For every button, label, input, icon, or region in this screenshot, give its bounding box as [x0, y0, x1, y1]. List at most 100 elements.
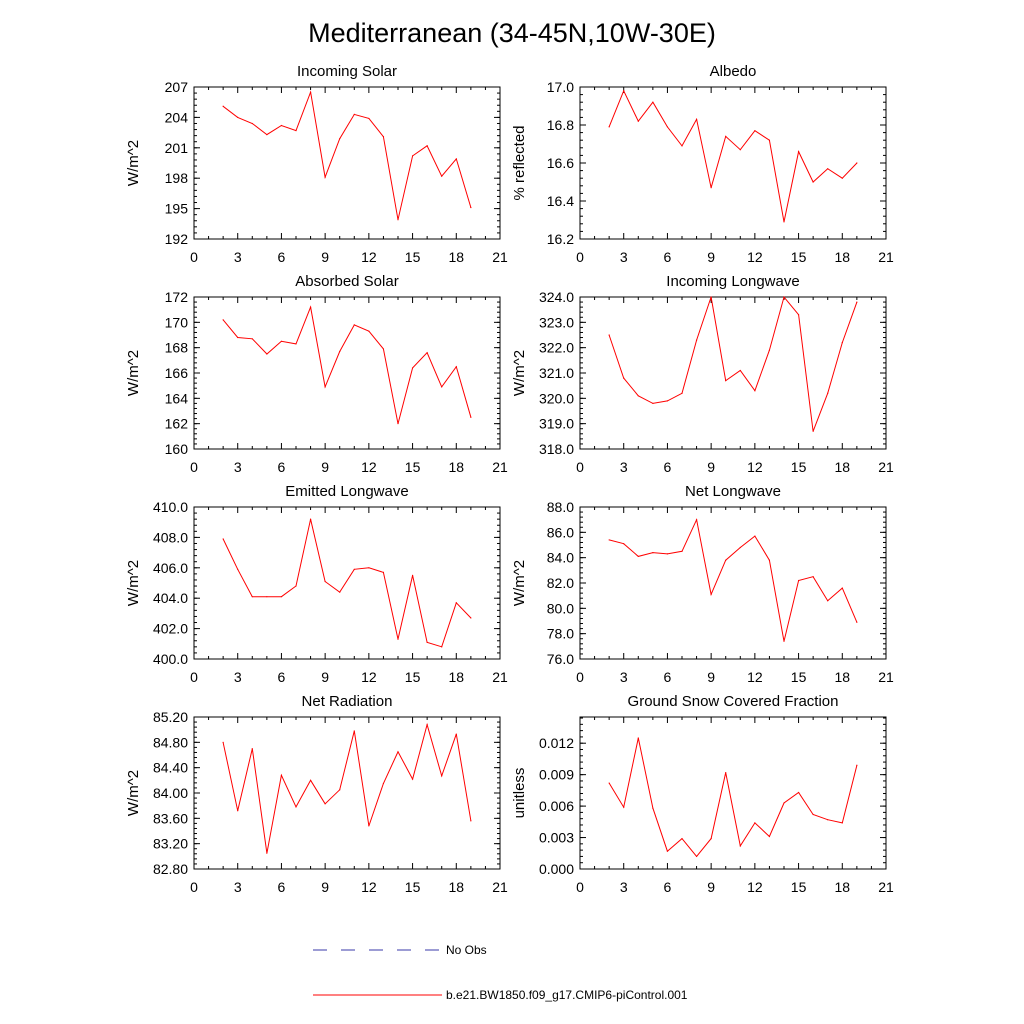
data-point	[324, 386, 326, 388]
data-point	[368, 117, 370, 120]
y-axis-label: W/m^2	[125, 350, 142, 396]
y-tick-label: 168	[165, 340, 189, 356]
data-point	[608, 126, 610, 128]
data-point	[280, 596, 283, 598]
data-point	[695, 339, 698, 341]
data-point	[725, 380, 727, 382]
data-point	[652, 807, 654, 809]
y-tick-label: 83.20	[153, 836, 188, 852]
x-tick-label: 18	[834, 249, 850, 265]
data-point	[368, 330, 370, 332]
data-point	[768, 559, 771, 561]
y-tick-label: 207	[165, 79, 189, 95]
data-point	[382, 136, 385, 138]
y-tick-label: 400.0	[153, 651, 188, 667]
legend: No Obs b.e21.BW1850.f09_g17.CMIP6-piCont…	[313, 943, 688, 1002]
y-tick-label: 406.0	[153, 560, 188, 576]
y-tick-label: 0.003	[539, 830, 574, 846]
data-point	[426, 641, 428, 643]
x-tick-label: 0	[190, 459, 198, 475]
data-point	[739, 369, 741, 372]
data-point	[324, 803, 326, 805]
y-tick-label: 85.20	[153, 709, 188, 725]
x-tick-label: 6	[664, 459, 672, 475]
y-tick-label: 322.0	[539, 340, 574, 356]
data-point	[382, 571, 385, 573]
panel-title: Albedo	[710, 63, 757, 80]
data-point	[637, 120, 639, 122]
data-point	[324, 580, 326, 583]
data-point	[397, 219, 399, 221]
y-tick-label: 82.0	[547, 575, 574, 591]
data-point	[368, 825, 370, 827]
data-point	[666, 400, 669, 402]
data-point	[397, 751, 399, 753]
x-tick-label: 9	[321, 459, 329, 475]
data-point	[739, 149, 741, 151]
data-point	[608, 782, 610, 784]
data-point	[280, 340, 283, 342]
x-tick-label: 9	[707, 879, 715, 895]
panel-2: Absorbed Solar W/m^2 0 3 6 9 12 15 18 21 160 162 164…	[125, 273, 508, 475]
x-tick-label: 15	[405, 249, 421, 265]
x-tick-label: 12	[361, 459, 377, 475]
y-tick-label: 16.4	[547, 193, 574, 209]
data-point	[222, 319, 224, 321]
data-point	[768, 139, 771, 141]
data-point	[455, 733, 457, 735]
plot-frame	[193, 296, 501, 450]
data-point	[353, 113, 355, 115]
x-tick-label: 18	[448, 879, 464, 895]
data-point	[608, 539, 610, 541]
data-point	[783, 296, 785, 298]
y-tick-label: 84.80	[153, 734, 188, 750]
x-tick-label: 9	[707, 249, 715, 265]
data-point	[695, 519, 698, 521]
x-tick-label: 15	[791, 669, 807, 685]
data-point	[222, 741, 224, 743]
x-tick-label: 0	[190, 669, 198, 685]
x-tick-label: 21	[878, 459, 894, 475]
data-point	[797, 579, 800, 582]
x-tick-label: 12	[747, 879, 763, 895]
x-tick-label: 18	[448, 249, 464, 265]
data-point	[827, 819, 829, 821]
legend-obs-label: No Obs	[446, 943, 487, 957]
x-tick-label: 12	[747, 669, 763, 685]
data-point	[324, 176, 326, 178]
data-point	[725, 559, 727, 561]
data-point	[637, 737, 639, 739]
data-point	[841, 587, 843, 589]
y-tick-label: 166	[165, 365, 189, 381]
data-point	[441, 175, 443, 177]
data-point	[710, 593, 712, 596]
x-tick-label: 12	[747, 459, 763, 475]
data-point	[666, 553, 669, 555]
series-line	[608, 89, 858, 223]
y-tick-label: 408.0	[153, 529, 188, 545]
data-point	[426, 145, 428, 147]
panel-title: Net Radiation	[302, 693, 393, 710]
x-tick-label: 9	[321, 669, 329, 685]
data-point	[783, 802, 785, 804]
data-point	[237, 810, 239, 812]
y-tick-label: 320.0	[539, 390, 574, 406]
panel-5: Net Longwave W/m^2 0 3 6 9 12 15 18 21 76.0 78.0 80.…	[511, 483, 894, 685]
plot-frame	[579, 296, 887, 450]
data-point	[754, 130, 756, 132]
y-tick-label: 204	[165, 109, 189, 125]
data-point	[812, 813, 814, 816]
y-tick-label: 88.0	[547, 499, 574, 515]
x-tick-label: 6	[278, 249, 286, 265]
y-tick-label: 84.40	[153, 760, 188, 776]
y-tick-label: 83.60	[153, 810, 188, 826]
data-point	[739, 845, 741, 847]
x-tick-label: 6	[278, 669, 286, 685]
plot-frame	[193, 86, 501, 240]
data-point	[397, 638, 399, 640]
y-tick-label: 198	[165, 170, 189, 186]
panel-7: Ground Snow Covered Fraction unitless 0 3 6 9…	[511, 693, 894, 895]
y-axis-label: W/m^2	[125, 560, 142, 606]
x-tick-label: 3	[234, 669, 242, 685]
data-point	[637, 395, 639, 397]
